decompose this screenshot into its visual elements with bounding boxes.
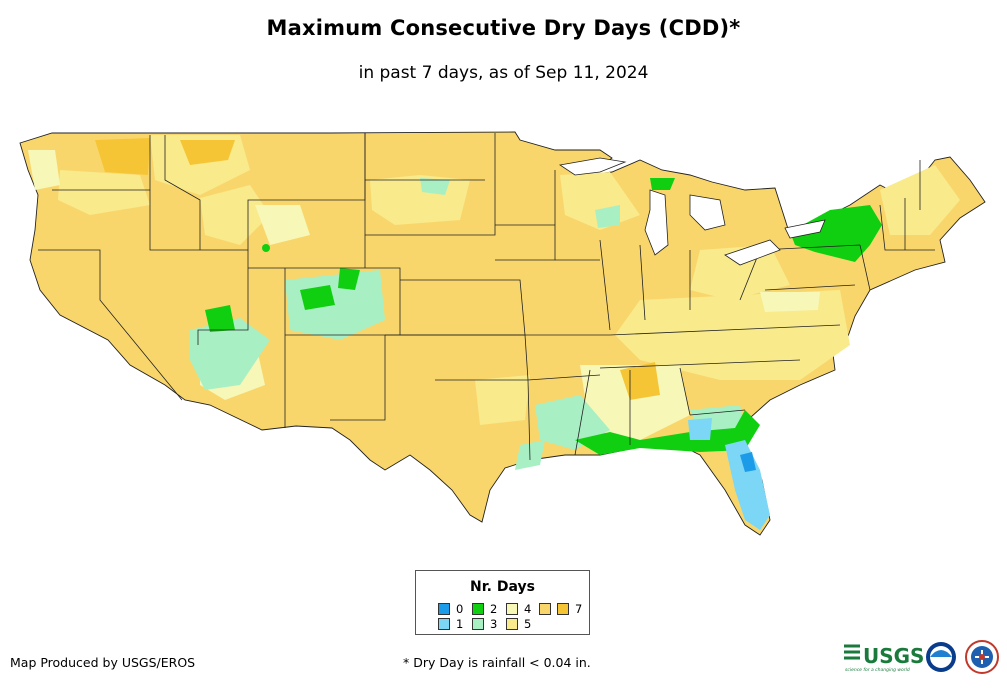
five-day-regions [58,135,960,425]
seven-day-regions [95,138,660,400]
legend-swatch-6 [539,603,551,615]
legend-swatch-3 [472,618,484,630]
legend-item: 4 [506,603,531,615]
legend-item: 2 [472,603,497,615]
legend-label: 4 [524,602,532,616]
noaa-logo [926,642,956,672]
legend-swatch-0 [438,603,450,615]
footnote: * Dry Day is rainfall < 0.04 in. [403,655,591,670]
map-title: Maximum Consecutive Dry Days (CDD)* [266,16,741,40]
map-credit: Map Produced by USGS/EROS [10,655,196,670]
cdd-map [19,131,986,536]
map-subtitle: in past 7 days, as of Sep 11, 2024 [358,63,649,83]
legend: Nr. Days 0 1 2 3 4 5 6 7 [415,570,590,635]
legend-title: Nr. Days [470,579,535,595]
one-day-region [725,440,770,530]
legend-item: 1 [438,618,463,630]
legend-swatch-7 [557,603,569,615]
legend-item: 5 [506,618,531,630]
legend-label: 2 [490,602,498,616]
nws-logo [965,640,999,674]
legend-label: 3 [490,617,498,631]
legend-swatch-5 [506,618,518,630]
agency-logos: USGS science for a changing world [844,640,999,674]
legend-swatch-2 [472,603,484,615]
legend-item: 7 [557,603,582,615]
usgs-logo-text: USGS [863,644,924,668]
legend-label: 5 [524,617,532,631]
legend-label: 1 [456,617,464,631]
zero-day-region [740,452,756,472]
one-day-region-ga [688,418,712,440]
legend-item: 3 [472,618,497,630]
great-lakes [558,157,826,266]
legend-label: 0 [456,602,464,616]
usgs-tagline: science for a changing world [845,667,910,673]
legend-swatch-4 [506,603,518,615]
legend-label: 7 [575,602,583,616]
legend-swatch-1 [438,618,450,630]
usgs-logo: USGS science for a changing world [844,644,924,673]
legend-item: 0 [438,603,463,615]
